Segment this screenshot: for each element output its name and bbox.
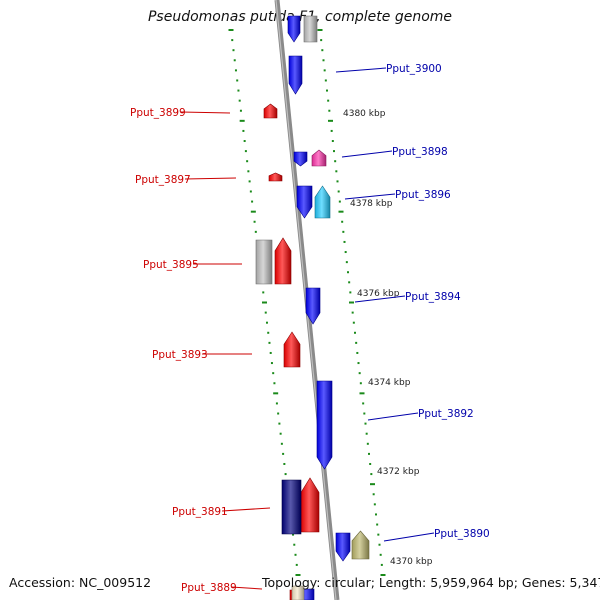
scale-label: 4372 kbp	[377, 467, 420, 477]
scale-label: 4376 kbp	[357, 289, 400, 299]
magenta-feature	[311, 149, 327, 167]
navy-feature	[281, 479, 302, 535]
gene-label-right: Pput_3894	[405, 291, 461, 303]
gene-label-left: Pput_3899	[130, 107, 186, 119]
gene-glyph-right	[288, 55, 303, 95]
accession-text: Accession: NC_009512	[9, 575, 152, 590]
gene-glyph-right	[293, 151, 308, 167]
gray-feature	[255, 239, 273, 285]
leader-line-left	[184, 177, 237, 180]
gene-label-left: Pput_3893	[152, 349, 208, 361]
leader-line-right	[367, 412, 419, 421]
khaki-feature	[351, 530, 370, 560]
leader-line-right	[341, 150, 393, 158]
gene-glyph-left	[268, 172, 283, 182]
gene-label-left: Pput_3897	[135, 174, 191, 186]
scale-label: 4370 kbp	[390, 557, 433, 567]
leader-line-left	[221, 507, 271, 512]
gene-glyph-right	[316, 380, 333, 470]
leader-line-right	[344, 193, 396, 200]
topology-text: Topology: circular; Length: 5,959,964 bp…	[262, 575, 600, 590]
gene-label-right: Pput_3896	[395, 189, 451, 201]
gene-glyph-right	[335, 532, 351, 562]
gene-label-right: Pput_3892	[418, 408, 474, 420]
beige-feature	[291, 585, 305, 600]
gene-label-right: Pput_3900	[386, 63, 442, 75]
gene-glyph-left	[300, 477, 320, 533]
leader-line-right	[383, 532, 435, 542]
gene-glyph-right	[296, 185, 313, 219]
gene-label-right: Pput_3898	[392, 146, 448, 158]
gray-feature	[303, 15, 318, 43]
leader-line-right	[335, 67, 387, 73]
leader-line-left	[230, 586, 263, 590]
gene-glyph-right	[305, 287, 321, 325]
gene-glyph-left	[274, 237, 292, 285]
scale-label: 4378 kbp	[350, 199, 393, 209]
gene-label-left: Pput_3895	[143, 259, 199, 271]
gene-label-right: Pput_3890	[434, 528, 490, 540]
scale-label: 4374 kbp	[368, 378, 411, 388]
gene-glyph-right	[287, 15, 301, 43]
leader-line-right	[354, 295, 406, 303]
leader-line-left	[180, 111, 231, 114]
gene-glyph-left	[263, 103, 278, 119]
gene-glyph-left	[283, 331, 301, 368]
cyan-feature	[314, 185, 331, 219]
scale-label: 4380 kbp	[343, 109, 386, 119]
gene-label-left: Pput_3889	[181, 582, 237, 594]
gene-label-left: Pput_3891	[172, 506, 228, 518]
